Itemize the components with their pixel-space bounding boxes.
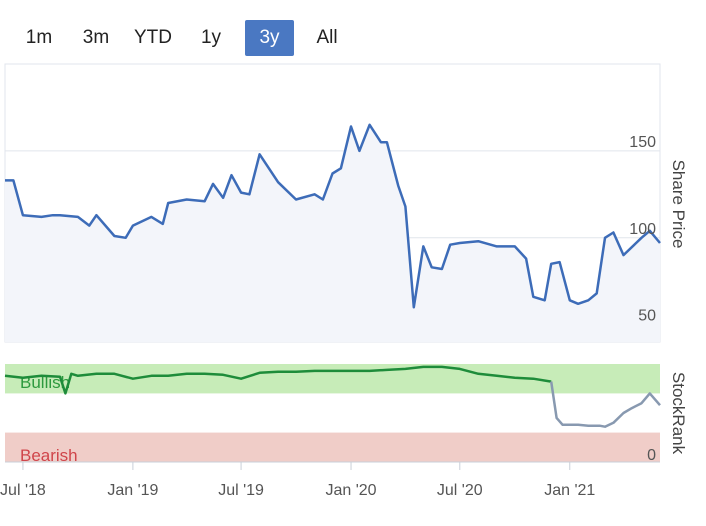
range-ytd-button[interactable]: YTD [134,27,172,48]
x-tick-label: Jan '20 [325,482,376,499]
rank-ytick-label: 0 [647,447,656,464]
x-tick-label: Jul '18 [0,482,46,499]
bullish-zone [5,364,660,394]
x-tick-label: Jul '19 [218,482,264,499]
bearish-zone-label: Bearish [20,446,78,465]
x-tick-label: Jul '20 [437,482,483,499]
price-series-line [5,123,661,309]
price-area-fill [5,124,660,342]
stockrank-bullish-line [4,365,552,395]
x-tick-label: Jan '19 [107,482,158,499]
x-tick-label: Jan '21 [544,482,595,499]
price-ytick-label: 50 [638,308,656,325]
rank-axis-title: StockRank [669,372,688,455]
range-selector: 1m 3m YTD 1y 3y All [0,20,420,58]
range-3m-button[interactable]: 3m [82,27,110,48]
price-ytick-label: 100 [629,221,656,238]
range-1y-button[interactable]: 1y [200,27,222,48]
price-ytick-label: 150 [629,134,656,151]
range-all-button[interactable]: All [316,27,338,48]
range-1m-button[interactable]: 1m [25,27,53,48]
price-axis-title: Share Price [669,160,688,249]
stockrank-neutral-line [549,381,661,428]
range-3y-button[interactable]: 3y [245,20,294,56]
bearish-zone [5,432,660,462]
